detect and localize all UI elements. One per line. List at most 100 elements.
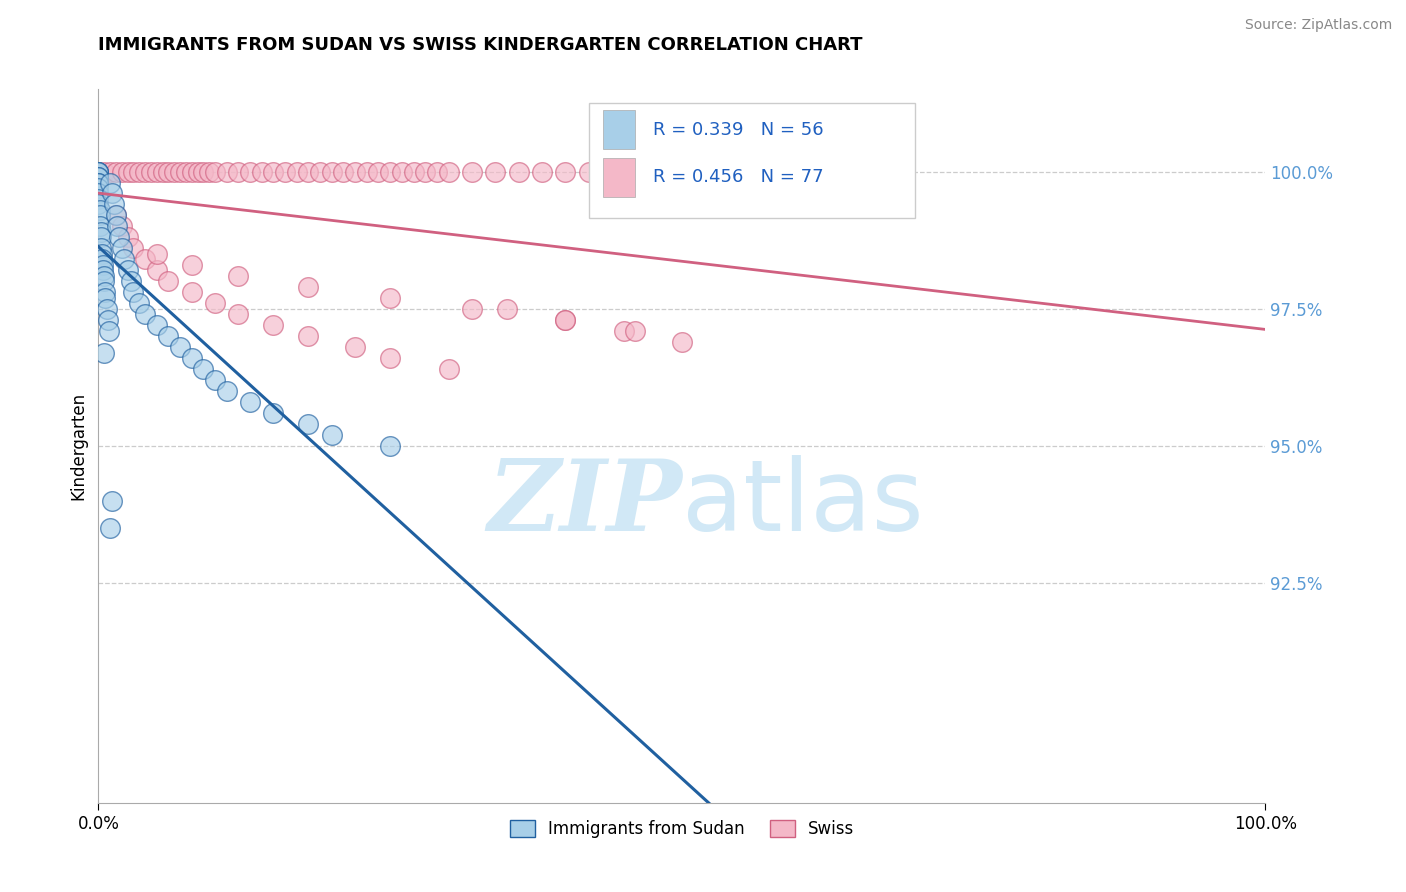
Point — [134, 307, 156, 321]
Point — [380, 351, 402, 366]
Point — [204, 296, 226, 310]
Point — [380, 439, 402, 453]
Point — [146, 164, 169, 178]
Point — [122, 164, 145, 178]
Text: IMMIGRANTS FROM SUDAN VS SWISS KINDERGARTEN CORRELATION CHART: IMMIGRANTS FROM SUDAN VS SWISS KINDERGAR… — [98, 36, 863, 54]
Point — [508, 164, 530, 178]
Point — [578, 164, 600, 178]
Point — [105, 219, 128, 234]
Point — [111, 241, 134, 255]
Point — [180, 258, 202, 272]
Point — [91, 263, 114, 277]
Y-axis label: Kindergarten: Kindergarten — [69, 392, 87, 500]
Point — [93, 164, 115, 178]
Point — [117, 230, 139, 244]
Point — [180, 351, 202, 366]
Point — [356, 164, 378, 178]
FancyBboxPatch shape — [603, 110, 636, 149]
Point — [309, 164, 332, 178]
Point — [89, 219, 111, 234]
Point — [120, 274, 142, 288]
Point — [112, 252, 135, 267]
Point — [157, 164, 180, 178]
Point — [554, 312, 576, 326]
Point — [90, 225, 112, 239]
Point — [98, 521, 121, 535]
Point — [262, 164, 284, 178]
Text: ZIP: ZIP — [486, 455, 682, 551]
Point — [180, 164, 202, 178]
Point — [274, 164, 297, 178]
Point — [157, 274, 180, 288]
Point — [228, 307, 250, 321]
Point — [90, 247, 112, 261]
Point — [461, 164, 484, 178]
Text: Source: ZipAtlas.com: Source: ZipAtlas.com — [1244, 18, 1392, 32]
Point — [297, 329, 319, 343]
Point — [93, 274, 115, 288]
Point — [134, 164, 156, 178]
Point — [101, 186, 124, 201]
Point — [90, 241, 112, 255]
Point — [89, 209, 111, 223]
Point — [262, 318, 284, 333]
Point — [297, 280, 319, 294]
Point — [198, 164, 221, 178]
Point — [250, 164, 273, 178]
Point — [285, 164, 308, 178]
Point — [239, 395, 262, 409]
Point — [90, 252, 112, 267]
Point — [380, 164, 402, 178]
Text: R = 0.456   N = 77: R = 0.456 N = 77 — [652, 169, 824, 186]
Point — [111, 164, 134, 178]
Point — [122, 285, 145, 300]
Point — [554, 312, 576, 326]
Point — [87, 197, 110, 211]
Text: R = 0.339   N = 56: R = 0.339 N = 56 — [652, 120, 824, 138]
Point — [321, 164, 343, 178]
Point — [187, 164, 209, 178]
Point — [108, 230, 131, 244]
Point — [103, 197, 125, 211]
Point — [530, 164, 553, 178]
Point — [93, 268, 115, 283]
Point — [146, 263, 169, 277]
Point — [87, 164, 110, 178]
Point — [391, 164, 413, 178]
Point — [437, 362, 460, 376]
Point — [321, 428, 343, 442]
Point — [87, 164, 110, 178]
Point — [204, 164, 226, 178]
Point — [554, 164, 576, 178]
Point — [139, 164, 162, 178]
Point — [104, 209, 127, 223]
Point — [671, 334, 693, 349]
Legend: Immigrants from Sudan, Swiss: Immigrants from Sudan, Swiss — [503, 813, 860, 845]
Point — [98, 164, 121, 178]
Point — [87, 176, 110, 190]
Point — [380, 291, 402, 305]
Point — [87, 181, 110, 195]
Point — [104, 209, 127, 223]
Point — [96, 301, 118, 316]
Point — [163, 164, 186, 178]
Point — [117, 164, 139, 178]
Point — [146, 247, 169, 261]
Point — [239, 164, 262, 178]
Point — [180, 285, 202, 300]
Point — [111, 219, 134, 234]
Point — [117, 263, 139, 277]
Point — [93, 345, 115, 359]
FancyBboxPatch shape — [603, 158, 636, 197]
Point — [87, 169, 110, 184]
Point — [332, 164, 354, 178]
Point — [600, 164, 623, 178]
Point — [484, 164, 506, 178]
Point — [228, 268, 250, 283]
Point — [215, 384, 238, 398]
Point — [89, 202, 111, 217]
Point — [344, 164, 367, 178]
FancyBboxPatch shape — [589, 103, 915, 218]
Point — [193, 164, 215, 178]
Point — [228, 164, 250, 178]
